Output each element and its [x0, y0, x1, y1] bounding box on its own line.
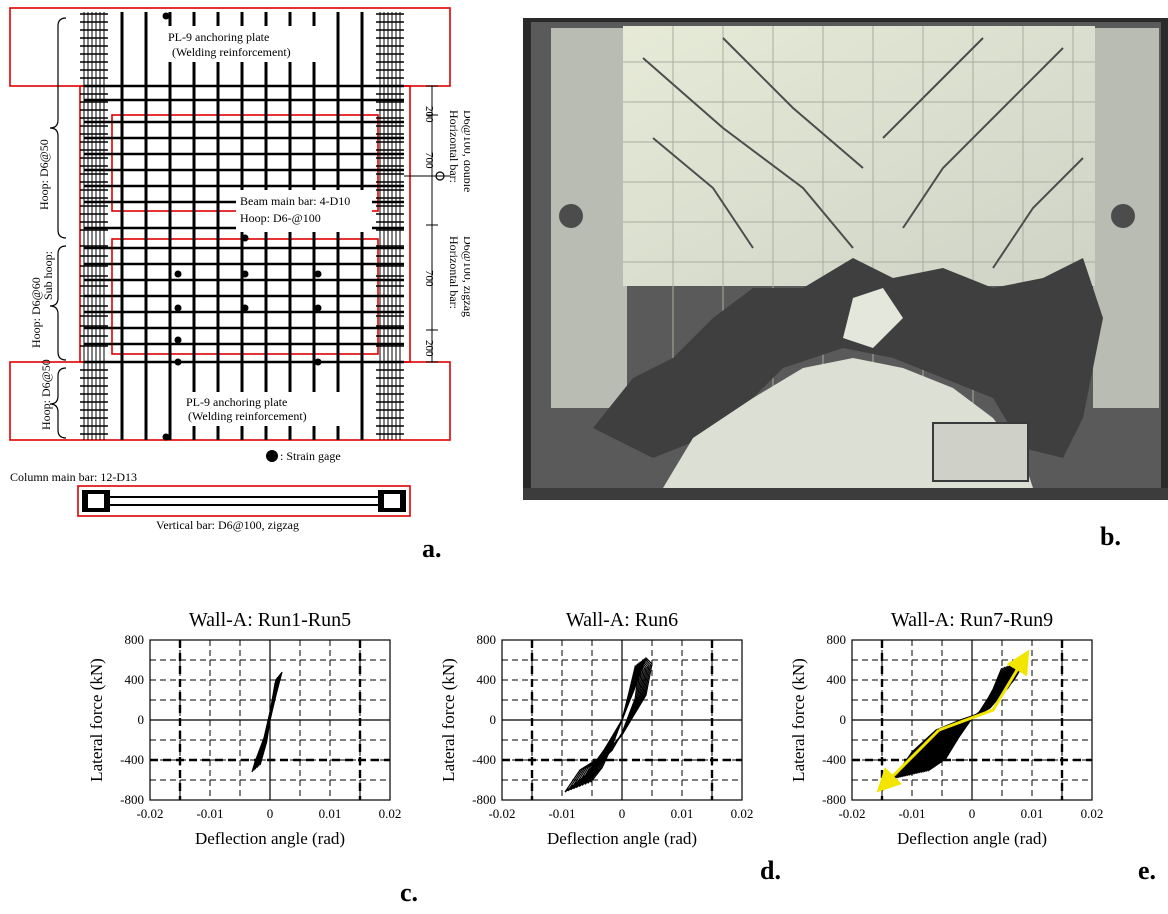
y-axis-label: Lateral force (kN) [789, 658, 808, 782]
panel-letter-a: a. [422, 534, 442, 563]
strain-gage-legend-dot [266, 450, 278, 462]
dim-700-bottom: 700 [423, 270, 435, 287]
top-plate-note: (Welding reinforcement) [172, 45, 291, 59]
y-tick-label: 800 [827, 632, 847, 647]
damaged-wall-photo [523, 18, 1168, 500]
hoop-bottom-label: Hoop: D6@50 [39, 359, 53, 430]
panel-letter-e: e. [1138, 856, 1157, 885]
x-tick-label: 0 [267, 806, 274, 821]
panel-letter-c: c. [400, 878, 419, 907]
strain-gage-legend: : Strain gage [280, 449, 341, 463]
top-plate-label: PL-9 anchoring plate [168, 30, 269, 44]
y-tick-label: -800 [822, 792, 846, 807]
loading-arrow-negative [876, 728, 941, 793]
chart-title: Wall-A: Run7-Run9 [891, 609, 1053, 631]
y-axis-label: Lateral force (kN) [439, 658, 458, 782]
panel-letter-d: d. [760, 856, 781, 885]
x-tick-label: 0.01 [1021, 806, 1044, 821]
hysteresis-loop [251, 671, 283, 773]
x-tick-label: 0 [969, 806, 976, 821]
horizontal-bar-zigzag-1: Horizontal bar: [447, 236, 461, 309]
y-tick-label: 0 [138, 712, 145, 727]
hoop-mid-label: Hoop: D6@60 [29, 277, 43, 348]
horizontal-bar-double-1: Horizontal bar: [447, 110, 461, 183]
y-tick-label: 400 [827, 672, 847, 687]
y-tick-label: -400 [822, 752, 846, 767]
y-axis-label: Lateral force (kN) [87, 658, 106, 782]
hysteresis-chart-d: Wall-A: Run6 800 400 0 -400 -800-0.02 -0.01 0 0.… [439, 609, 754, 848]
vertical-bar-label: Vertical bar: D6@100, zigzag [156, 518, 299, 532]
reinforcement-drawing: PL-9 anchoring plate (Welding reinforcem… [9, 7, 470, 532]
sub-hoop-label: Sub hoop: [41, 251, 55, 300]
bottom-plate-note: (Welding reinforcement) [188, 409, 307, 423]
hysteresis-series [564, 656, 653, 793]
horizontal-bar-double-2: D6@100, double [461, 110, 470, 192]
hysteresis-series [251, 671, 283, 773]
x-tick-label: 0.02 [379, 806, 402, 821]
y-tick-label: 0 [490, 712, 497, 727]
hysteresis-chart-c: Wall-A: Run1-Run5 800 400 0 -400 -800-0.02 -0.… [87, 609, 402, 848]
dim-200-bottom: 200 [423, 340, 435, 357]
x-tick-label: -0.02 [136, 806, 163, 821]
x-tick-label: -0.02 [838, 806, 865, 821]
x-tick-label: -0.01 [196, 806, 223, 821]
y-tick-label: -400 [120, 752, 144, 767]
chart-title: Wall-A: Run1-Run5 [189, 609, 351, 631]
y-tick-label: 800 [125, 632, 145, 647]
x-axis-label: Deflection angle (rad) [897, 829, 1047, 848]
hoop-top-label: Hoop: D6@50 [37, 139, 51, 210]
strain-gage-dots [162, 12, 322, 441]
horizontal-bar-zigzag-2: D6@100, zigzag [461, 236, 470, 317]
y-tick-label: -400 [472, 752, 496, 767]
y-tick-label: 400 [477, 672, 497, 687]
x-tick-label: 0.01 [319, 806, 342, 821]
hysteresis-loop [564, 656, 653, 793]
y-tick-label: -800 [120, 792, 144, 807]
hysteresis-series [892, 659, 1027, 780]
bottom-plate-label: PL-9 anchoring plate [186, 395, 287, 409]
y-tick-label: 400 [125, 672, 145, 687]
y-tick-label: -800 [472, 792, 496, 807]
y-tick-label: 800 [477, 632, 497, 647]
chart-title: Wall-A: Run6 [566, 609, 678, 631]
x-tick-label: 0.02 [1081, 806, 1104, 821]
panel-letter-b: b. [1100, 522, 1121, 551]
beam-hoop-label: Hoop: D6-@100 [240, 211, 321, 225]
column-main-bar-label: Column main bar: 12-D13 [10, 470, 137, 484]
x-tick-label: 0 [619, 806, 626, 821]
y-tick-label: 0 [840, 712, 847, 727]
x-tick-label: -0.02 [488, 806, 515, 821]
beam-main-bar-label: Beam main bar: 4-D10 [240, 194, 350, 208]
x-tick-label: 0.02 [731, 806, 754, 821]
x-tick-label: -0.01 [898, 806, 925, 821]
x-tick-label: -0.01 [548, 806, 575, 821]
dim-700-top: 700 [423, 152, 435, 169]
hysteresis-chart-e: Wall-A: Run7-Run9 800 400 0 -400 -800-0.02 -0.… [789, 609, 1104, 848]
x-tick-label: 0.01 [671, 806, 694, 821]
dim-200-top: 200 [423, 106, 435, 123]
x-axis-label: Deflection angle (rad) [195, 829, 345, 848]
wall-plan-section [77, 485, 411, 517]
x-axis-label: Deflection angle (rad) [547, 829, 697, 848]
loading-arrow-positive [938, 649, 1030, 732]
